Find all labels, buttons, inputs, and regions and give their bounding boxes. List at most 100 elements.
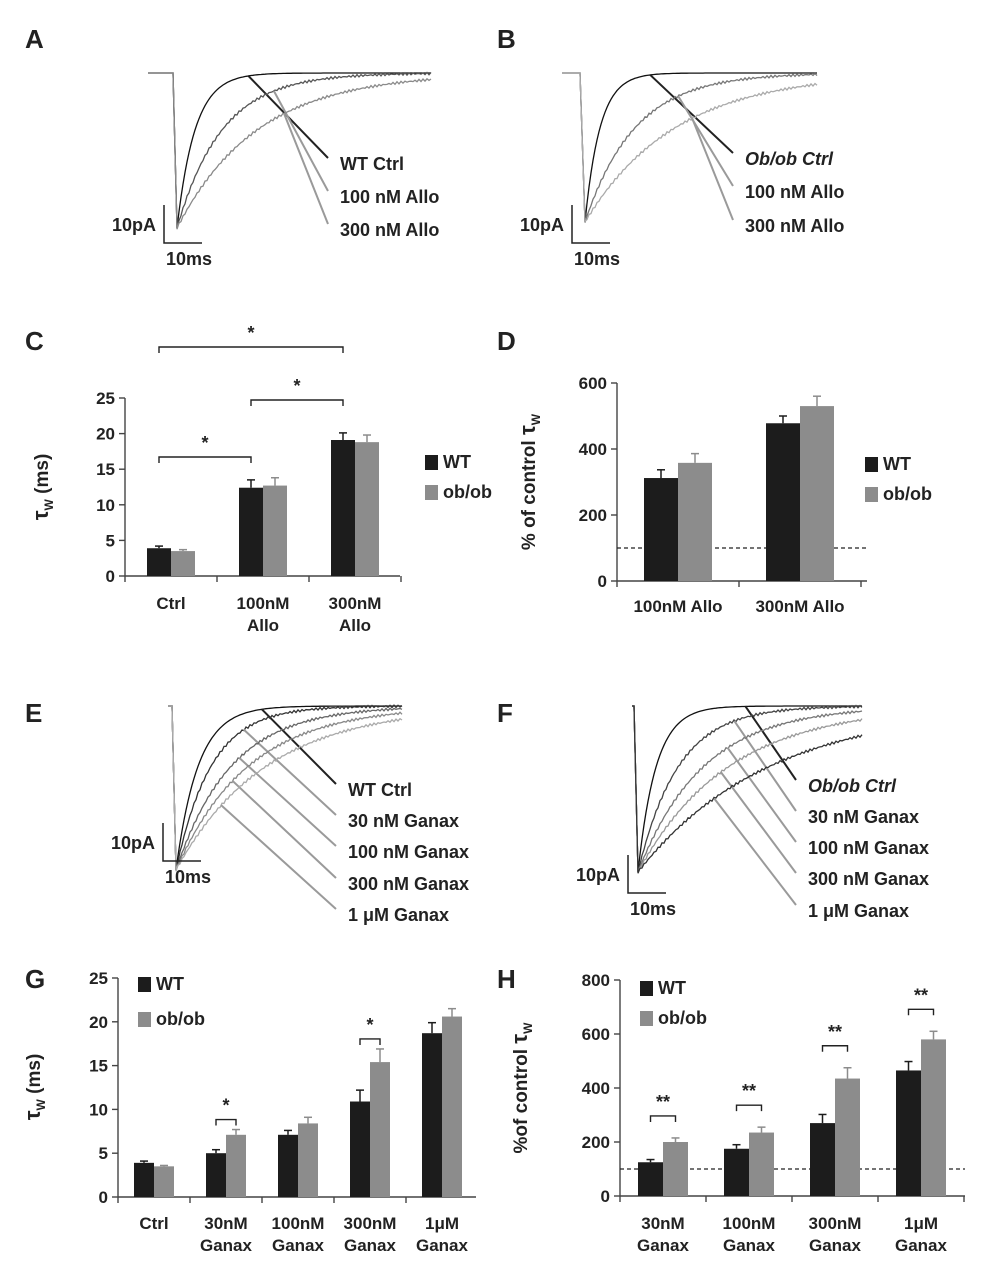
y-axis-label: τW (ms): [28, 454, 56, 521]
legend-swatch: [865, 487, 878, 502]
trace-line: [148, 72, 432, 230]
bar-wt: [350, 1101, 370, 1197]
panel-label-h: H: [497, 964, 516, 994]
panel-label-d: D: [497, 326, 516, 356]
trace-label: Ob/ob Ctrl: [745, 149, 834, 169]
bar-wt: [331, 440, 355, 576]
y-tick-label: 10: [96, 496, 115, 515]
x-tick-label: 30nM: [641, 1214, 684, 1233]
significance-bracket: [158, 346, 344, 353]
significance-bracket: [907, 1008, 935, 1016]
trace-panel-a: WT Ctrl 100 nM Allo 300 nM Allo 10pA 10ms: [112, 71, 439, 269]
legend-swatch: [640, 981, 653, 996]
y-tick-label: 400: [579, 440, 607, 459]
x-tick-label: 300nM: [344, 1214, 397, 1233]
x-tick-label: 100nM: [237, 594, 290, 613]
bar-wt: [422, 1033, 442, 1197]
bar-wt: [206, 1153, 226, 1197]
trace-leader-line: [273, 90, 329, 192]
trace-label: 30 nM Ganax: [808, 807, 919, 827]
significance-bracket: [735, 1104, 763, 1112]
trace-leader-line: [720, 771, 797, 874]
trace-label: 1 μM Ganax: [808, 901, 909, 921]
y-tick-label: 800: [582, 971, 610, 990]
bar-wt: [278, 1134, 298, 1197]
significance-marker: *: [201, 433, 208, 453]
significance-marker: *: [247, 323, 254, 343]
trace-line: [148, 71, 432, 229]
panel-label-e: E: [25, 698, 42, 728]
bar-wt: [147, 548, 171, 576]
significance-bracket: [649, 1115, 677, 1122]
bar-chart-g: 0 5 10 15 20 25 τW (ms) Ctrl 30nM Ganax 100nM Ganax…: [20, 969, 476, 1255]
scale-time-label: 10ms: [630, 899, 676, 919]
panel-label-b: B: [497, 24, 516, 54]
y-tick-label: 200: [582, 1133, 610, 1152]
significance-marker: **: [828, 1022, 842, 1042]
x-tick-label: Ganax: [272, 1236, 325, 1255]
bar-wt: [239, 487, 263, 576]
trace-leader-line: [733, 720, 797, 812]
y-axis-label: τW (ms): [20, 1054, 48, 1121]
significance-marker: *: [293, 376, 300, 396]
trace-leader-line: [649, 74, 734, 154]
trace-leader-line: [220, 804, 337, 910]
trace-label: 100 nM Ganax: [808, 838, 929, 858]
y-tick-label: 10: [89, 1100, 108, 1119]
y-tick-label: 25: [96, 389, 115, 408]
x-tick-label: Allo: [339, 616, 371, 635]
bar-obob: [442, 1016, 462, 1197]
bar-obob: [298, 1123, 318, 1197]
y-tick-label: 0: [598, 572, 607, 591]
x-tick-label: Ctrl: [139, 1214, 168, 1233]
panel-label-a: A: [25, 24, 44, 54]
bar-obob: [663, 1142, 688, 1196]
y-tick-label: 15: [89, 1057, 108, 1076]
trace-line: [632, 704, 863, 873]
trace-panel-e: WT Ctrl 30 nM Ganax 100 nM Ganax 300 nM Gan…: [111, 704, 469, 925]
x-tick-label: 100nM: [272, 1214, 325, 1233]
scale-time-label: 10ms: [574, 249, 620, 269]
trace-line: [632, 705, 863, 873]
scale-bar: [627, 855, 666, 894]
legend-label: WT: [156, 974, 184, 994]
y-tick-label: 25: [89, 969, 108, 988]
panel-label-g: G: [25, 964, 45, 994]
trace-leader-line: [726, 747, 797, 843]
x-tick-label: 300nM: [329, 594, 382, 613]
bar-chart-d: 0 200 400 600 % of control τW 100nM Allo 300nM…: [515, 374, 932, 616]
scale-time-label: 10ms: [165, 867, 211, 887]
significance-bracket: [215, 1118, 237, 1126]
legend-label: ob/ob: [156, 1009, 205, 1029]
trace-line: [632, 705, 863, 873]
x-tick-label: Ganax: [200, 1236, 253, 1255]
x-tick-label: Ganax: [809, 1236, 862, 1255]
trace-leader-line: [713, 797, 797, 906]
y-tick-label: 0: [601, 1187, 610, 1206]
y-tick-label: 5: [99, 1144, 108, 1163]
trace-label: 300 nM Ganax: [808, 869, 929, 889]
x-tick-label: Ctrl: [156, 594, 185, 613]
trace-leader-line: [283, 113, 329, 225]
scale-bar: [162, 823, 201, 862]
x-tick-label: Ganax: [416, 1236, 469, 1255]
significance-marker: **: [656, 1092, 670, 1112]
legend-swatch: [425, 485, 438, 500]
scale-current-label: 10pA: [112, 215, 156, 235]
bar-wt: [638, 1162, 663, 1196]
trace-label: 100 nM Ganax: [348, 842, 469, 862]
x-tick-label: 100nM Allo: [633, 597, 722, 616]
legend-label: ob/ob: [883, 484, 932, 504]
scale-bar: [163, 205, 202, 244]
panel-label-c: C: [25, 326, 44, 356]
trace-leader-line: [691, 117, 734, 221]
trace-line: [632, 705, 862, 873]
significance-marker: *: [366, 1015, 373, 1035]
legend-label: ob/ob: [443, 482, 492, 502]
panel-label-f: F: [497, 698, 513, 728]
scale-current-label: 10pA: [576, 865, 620, 885]
y-tick-label: 20: [89, 1013, 108, 1032]
bar-wt: [134, 1162, 154, 1197]
bar-obob: [749, 1132, 774, 1196]
